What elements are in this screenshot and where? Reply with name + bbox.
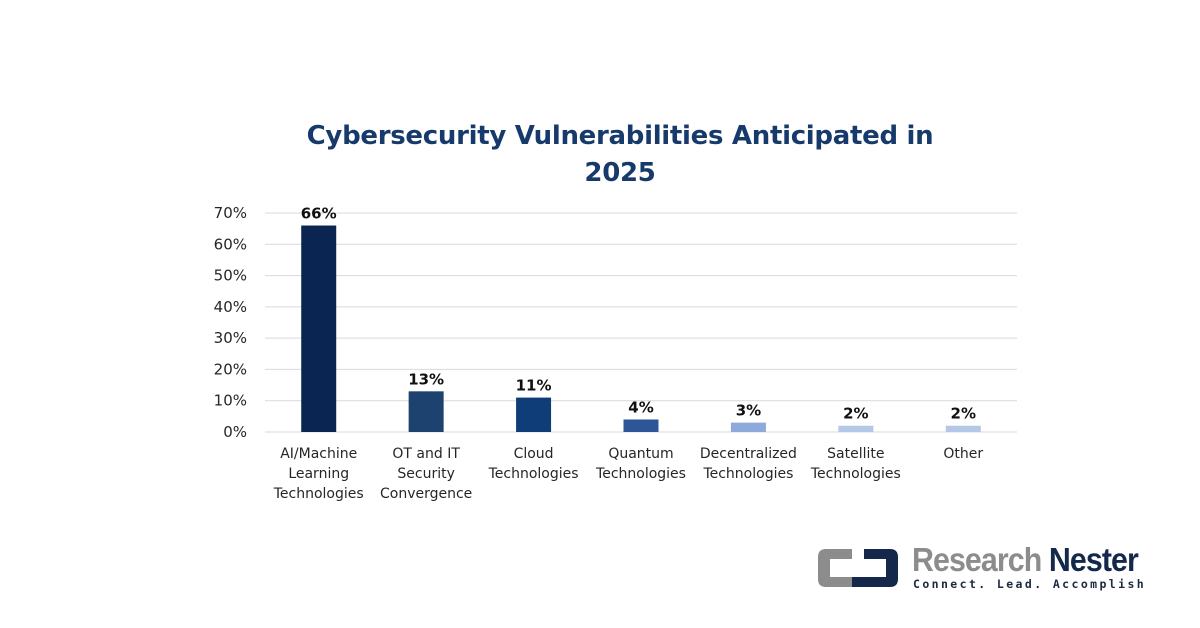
- x-tick-label-line: Learning: [288, 466, 349, 482]
- x-tick-label-line: Technologies: [273, 486, 364, 502]
- data-labels: 66% 13% 11% 4% 3% 2% 2%: [301, 205, 976, 423]
- data-label: 11%: [516, 377, 552, 395]
- chart-title-line-1: Cybersecurity Vulnerabilities Anticipate…: [306, 121, 934, 151]
- x-tick-label-line: Quantum: [608, 446, 673, 462]
- x-tick-label-line: Satellite: [827, 446, 884, 462]
- bar: [838, 425, 874, 432]
- y-tick-label: 40%: [214, 298, 247, 316]
- y-tick-label: 30%: [214, 329, 247, 347]
- x-tick-label: Decentralized Technologies: [700, 446, 797, 482]
- data-label: 4%: [628, 398, 653, 416]
- y-tick-label: 0%: [223, 423, 247, 441]
- x-tick-label: AI/Machine Learning Technologies: [273, 446, 364, 502]
- bars: [301, 225, 981, 432]
- logo-mark-icon: [818, 549, 898, 587]
- data-label: 2%: [843, 405, 868, 423]
- chart-title: Cybersecurity Vulnerabilities Anticipate…: [260, 118, 980, 192]
- x-tick-label: Cloud Technologies: [488, 446, 579, 482]
- logo-tagline: Connect. Lead. Accomplish: [913, 577, 1147, 591]
- x-tick-label-line: Technologies: [702, 466, 793, 482]
- y-axis-ticks: 0% 10% 20% 30% 40% 50% 60% 70%: [214, 204, 247, 441]
- logo-name-nester: Nester: [1048, 541, 1139, 578]
- x-tick-label-line: Decentralized: [700, 446, 797, 462]
- x-axis-labels: AI/Machine Learning Technologies OT and IT S…: [273, 446, 984, 502]
- x-tick-label-line: Cloud: [514, 446, 554, 462]
- logo-name: Research Nester: [912, 541, 1139, 579]
- x-tick-label-line: OT and IT: [392, 446, 460, 462]
- logo-name-research: Research: [912, 541, 1042, 578]
- x-tick-label: Other: [943, 446, 983, 462]
- x-tick-label-line: Technologies: [595, 466, 686, 482]
- x-tick-label-line: AI/Machine: [280, 446, 357, 462]
- y-tick-label: 70%: [214, 204, 247, 222]
- x-tick-label-line: Security: [397, 466, 455, 482]
- y-tick-label: 60%: [214, 235, 247, 253]
- y-tick-label: 10%: [214, 392, 247, 410]
- bar: [730, 422, 766, 432]
- data-label: 2%: [951, 405, 976, 423]
- x-tick-label-line: Technologies: [488, 466, 579, 482]
- x-tick-label-line: Technologies: [810, 466, 901, 482]
- data-label: 3%: [736, 402, 761, 420]
- x-tick-label: OT and IT Security Convergence: [380, 446, 472, 502]
- y-tick-label: 20%: [214, 360, 247, 378]
- data-label: 66%: [301, 205, 337, 223]
- x-tick-label: Satellite Technologies: [810, 446, 901, 482]
- chart-title-line-2: 2025: [584, 158, 656, 188]
- x-tick-label-line: Convergence: [380, 486, 472, 502]
- x-tick-label: Quantum Technologies: [595, 446, 686, 482]
- bar: [301, 225, 337, 432]
- x-tick-label-line: Other: [943, 446, 983, 462]
- bar: [623, 419, 659, 432]
- y-tick-label: 50%: [214, 267, 247, 285]
- bar: [945, 425, 981, 432]
- gridlines: [265, 212, 1017, 433]
- bar: [408, 391, 444, 432]
- bar: [516, 397, 552, 432]
- data-label: 13%: [408, 370, 444, 388]
- research-nester-logo: Research Nester Connect. Lead. Accomplis…: [812, 541, 1164, 593]
